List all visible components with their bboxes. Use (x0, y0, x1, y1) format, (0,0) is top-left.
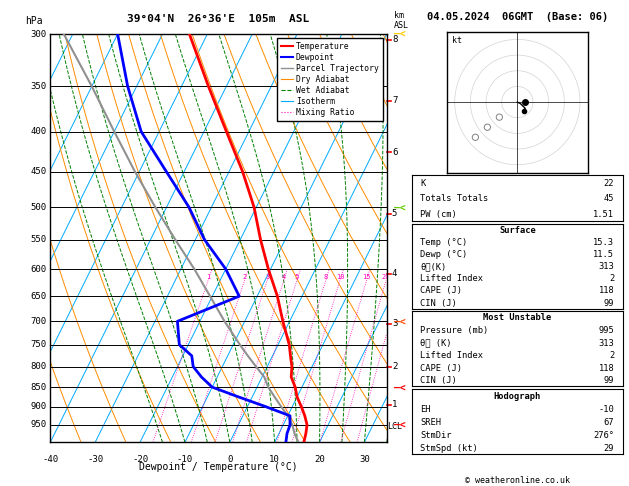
Text: -40: -40 (42, 455, 58, 464)
Text: –<: –< (394, 420, 406, 430)
Text: 4: 4 (392, 269, 398, 278)
Text: Surface: Surface (499, 226, 536, 235)
Text: 39°04'N  26°36'E  105m  ASL: 39°04'N 26°36'E 105m ASL (128, 14, 309, 24)
Text: 118: 118 (599, 286, 615, 295)
Text: 118: 118 (599, 364, 615, 373)
Text: -10: -10 (177, 455, 193, 464)
Text: CAPE (J): CAPE (J) (420, 286, 462, 295)
Text: 67: 67 (604, 418, 615, 427)
Text: Temp (°C): Temp (°C) (420, 238, 468, 247)
Text: 5: 5 (392, 209, 398, 218)
Text: 20: 20 (314, 455, 325, 464)
Text: 450: 450 (30, 167, 47, 176)
Text: –<: –< (394, 202, 406, 212)
Text: 1: 1 (392, 400, 398, 409)
Text: Totals Totals: Totals Totals (420, 194, 489, 203)
Text: 22: 22 (604, 179, 615, 188)
Text: km
ASL: km ASL (394, 11, 409, 30)
Text: –<: –< (394, 382, 406, 392)
Text: 15: 15 (362, 274, 371, 280)
Text: -30: -30 (87, 455, 103, 464)
Text: 276°: 276° (593, 431, 615, 440)
Text: 0: 0 (227, 455, 233, 464)
Text: 99: 99 (604, 298, 615, 308)
Text: EH: EH (420, 405, 431, 414)
Text: 8: 8 (392, 35, 398, 44)
Text: 10: 10 (269, 455, 280, 464)
Text: StmSpd (kt): StmSpd (kt) (420, 444, 478, 453)
Text: 4: 4 (282, 274, 286, 280)
Text: Pressure (mb): Pressure (mb) (420, 326, 489, 335)
Text: 500: 500 (30, 203, 47, 212)
Text: 600: 600 (30, 264, 47, 274)
Text: 900: 900 (30, 402, 47, 411)
Text: 04.05.2024  06GMT  (Base: 06): 04.05.2024 06GMT (Base: 06) (426, 12, 608, 22)
Text: 750: 750 (30, 340, 47, 349)
Text: 45: 45 (604, 194, 615, 203)
Text: Mixing Ratio (g/kg): Mixing Ratio (g/kg) (413, 191, 421, 286)
Text: Dewp (°C): Dewp (°C) (420, 250, 468, 259)
Text: θᴇ(K): θᴇ(K) (420, 262, 447, 271)
Text: 995: 995 (599, 326, 615, 335)
Text: Lifted Index: Lifted Index (420, 351, 484, 360)
Text: 850: 850 (30, 382, 47, 392)
Text: 313: 313 (599, 262, 615, 271)
Text: -20: -20 (132, 455, 148, 464)
Text: 550: 550 (30, 235, 47, 244)
Text: CIN (J): CIN (J) (420, 376, 457, 385)
Text: 2: 2 (392, 362, 398, 371)
Text: 5: 5 (295, 274, 299, 280)
Text: CIN (J): CIN (J) (420, 298, 457, 308)
Text: 1.51: 1.51 (593, 209, 615, 219)
Text: hPa: hPa (25, 16, 43, 26)
Text: 30: 30 (359, 455, 370, 464)
Text: Lifted Index: Lifted Index (420, 274, 484, 283)
Text: 650: 650 (30, 292, 47, 301)
Text: kt: kt (452, 35, 462, 45)
Text: –<: –< (394, 29, 406, 39)
Text: –<: –< (394, 316, 406, 326)
Text: 2: 2 (609, 351, 615, 360)
Text: 350: 350 (30, 82, 47, 91)
Text: 7: 7 (392, 96, 398, 105)
Text: 15.3: 15.3 (593, 238, 615, 247)
Text: 29: 29 (604, 444, 615, 453)
Text: 6: 6 (392, 148, 398, 156)
Text: 2: 2 (609, 274, 615, 283)
Text: 950: 950 (30, 420, 47, 429)
Text: StmDir: StmDir (420, 431, 452, 440)
Text: 400: 400 (30, 127, 47, 136)
Text: 800: 800 (30, 362, 47, 371)
Text: 3: 3 (265, 274, 269, 280)
Text: K: K (420, 179, 426, 188)
X-axis label: Dewpoint / Temperature (°C): Dewpoint / Temperature (°C) (139, 462, 298, 472)
Text: 10: 10 (336, 274, 344, 280)
Text: SREH: SREH (420, 418, 442, 427)
Text: 3: 3 (392, 319, 398, 328)
Text: 99: 99 (604, 376, 615, 385)
Text: Most Unstable: Most Unstable (483, 313, 552, 322)
Legend: Temperature, Dewpoint, Parcel Trajectory, Dry Adiabat, Wet Adiabat, Isotherm, Mi: Temperature, Dewpoint, Parcel Trajectory… (277, 38, 383, 121)
Text: -10: -10 (599, 405, 615, 414)
Text: 700: 700 (30, 317, 47, 326)
Text: Hodograph: Hodograph (494, 392, 541, 400)
Text: θᴇ (K): θᴇ (K) (420, 339, 452, 347)
Text: 1: 1 (206, 274, 210, 280)
Text: 8: 8 (324, 274, 328, 280)
Text: © weatheronline.co.uk: © weatheronline.co.uk (465, 475, 570, 485)
Text: 313: 313 (599, 339, 615, 347)
Text: 300: 300 (30, 30, 47, 38)
Text: 20: 20 (382, 274, 391, 280)
Text: 2: 2 (243, 274, 247, 280)
Text: PW (cm): PW (cm) (420, 209, 457, 219)
Text: CAPE (J): CAPE (J) (420, 364, 462, 373)
Text: LCL: LCL (387, 422, 403, 431)
Text: 11.5: 11.5 (593, 250, 615, 259)
